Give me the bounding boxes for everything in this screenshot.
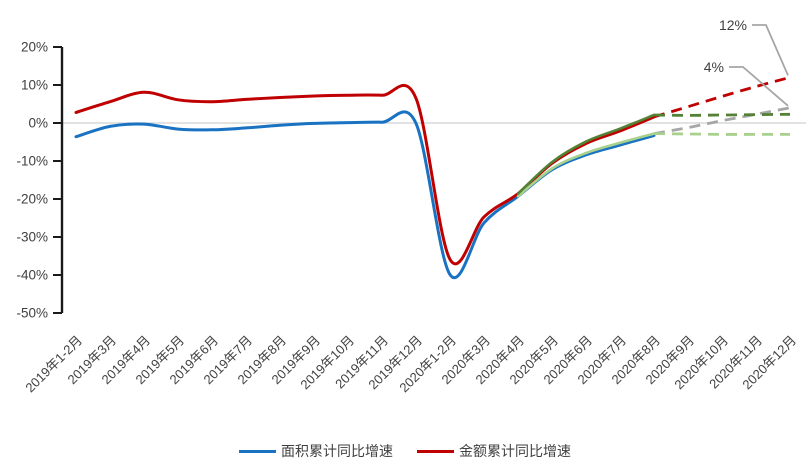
y-tick-label: -30% bbox=[16, 230, 48, 245]
legend-line-sample-area bbox=[239, 449, 276, 453]
series-area-actual bbox=[74, 110, 656, 280]
series-area-forecast-low bbox=[653, 132, 790, 136]
legend-label-area: 面积累计同比增速 bbox=[281, 443, 393, 459]
legend-label-amount: 金额累计同比增速 bbox=[459, 443, 571, 459]
y-tick-label: -20% bbox=[16, 192, 48, 207]
series-amount-forecast-high bbox=[653, 76, 791, 119]
y-tick-label: -50% bbox=[16, 306, 48, 321]
y-tick-label: 10% bbox=[21, 78, 48, 93]
y-tick-label: -10% bbox=[16, 154, 48, 169]
y-tick-label: 20% bbox=[21, 40, 48, 55]
legend-line-sample-amount bbox=[417, 449, 454, 453]
series-amount-forecast-low bbox=[653, 112, 791, 117]
chart-legend: 面积累计同比增速 金额累计同比增速 bbox=[0, 444, 810, 458]
annotation-connector-12% bbox=[752, 24, 789, 76]
annotation-connector-4% bbox=[729, 66, 789, 107]
series-area-scenario-solid bbox=[516, 132, 656, 198]
y-tick-label: 0% bbox=[28, 116, 48, 131]
series-area-forecast-high bbox=[653, 106, 791, 135]
series-amount-scenario-solid bbox=[516, 113, 656, 195]
annotation-label-4%: 4% bbox=[704, 59, 724, 75]
legend-item-amount: 金额累计同比增速 bbox=[417, 444, 571, 458]
annotation-label-12%: 12% bbox=[719, 17, 747, 33]
legend-item-area: 面积累计同比增速 bbox=[239, 444, 393, 458]
series-amount-actual bbox=[74, 83, 656, 266]
y-tick-label: -40% bbox=[16, 268, 48, 283]
